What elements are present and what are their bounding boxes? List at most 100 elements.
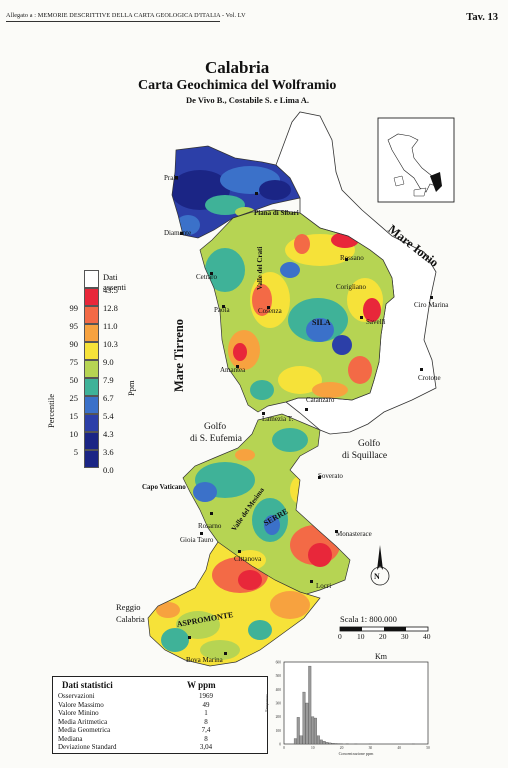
sea-label-tirreno: Mare Tirreno [172,318,186,392]
legend-absent-label: Dati assenti [103,272,127,292]
legend-ppm-value: 12.8 [103,303,118,313]
gulf-label: di Squillace [342,451,388,461]
legend-percentile-value: 99 [69,303,79,313]
place-label: Praia [164,174,179,182]
place-label: Ciro Marina [414,301,449,309]
place-label: Soverato [318,472,343,480]
legend-swatch [84,324,99,342]
histogram-bar [299,735,303,745]
legend-ppm-value: 43.5 [103,285,118,295]
place-label: Cosenza [258,307,282,315]
histogram-bar [302,691,306,745]
place-label: Capo Vaticano [142,483,186,491]
legend-ppm-value: 3.6 [103,447,114,457]
header-rule [6,21,220,22]
legend-swatch [84,360,99,378]
histogram-y-tick: 600 [276,661,282,665]
place-label: Crotone [418,374,441,382]
north-letter: N [374,572,380,581]
stats-value: 3,04 [199,743,213,751]
histogram-bar [316,735,320,745]
scale-label: Scala 1: 800.000 [340,614,397,624]
stats-value: 8 [204,734,208,743]
stats-key: Deviazione Standard [58,743,117,751]
stats-title: Dati statistici [62,680,113,690]
plate-number: Tav. 13 [466,12,498,23]
header-series: Allegato a : MEMORIE DESCRITTIVE DELLA C… [6,12,246,19]
place-label: Lamezia T. [262,415,294,423]
legend-swatch [84,342,99,360]
legend-ppm-value: 10.3 [103,339,118,349]
histogram: 0 100 200 300 400 500 600 0 10 20 30 40 50 Concentraz… [264,661,430,757]
histogram-bar [328,742,332,745]
gulf-label: Golfo [204,422,227,432]
aspromonte-block-border [147,541,321,667]
histogram-bar [308,665,312,745]
legend-ppm-value: 11.0 [103,321,118,331]
histogram-bar [293,738,297,745]
histogram-bar [311,716,315,745]
place-label: Rossano [340,254,364,262]
place-label: Gioia Tauro [180,536,214,544]
histogram-bar [319,739,323,745]
scale-tick: 20 [379,632,387,641]
stats-key: Osservazioni [58,692,95,700]
gulf-label: Golfo [358,439,381,449]
histogram-x-label: Concentrazione ppm [339,751,375,756]
legend-percentile-value: 5 [73,447,78,457]
place-label: Amantea [220,366,246,374]
histogram-bar [331,743,335,745]
histogram-bar [325,742,329,745]
place-label: Corigliano [336,283,366,291]
stats-value: 8 [204,717,208,726]
town-markers [175,176,433,655]
stats-column-header: W ppm [187,680,216,690]
histogram-bar [314,717,317,745]
legend-ppm-value: 0.0 [103,465,114,475]
stats-table: Dati statistici W ppm Osservazioni 1969 Va… [52,676,268,754]
place-label: Piana di Sibari [254,209,299,217]
histogram-x-tick: 0 [283,746,285,750]
histogram-bar [296,717,300,745]
legend-ppm-value: 6.7 [103,393,114,403]
stats-value: 1 [204,709,208,717]
place-label: Calabria [116,614,145,624]
scale-unit: Km [375,652,387,661]
stats-key: Valore Minino [58,709,99,717]
histogram-x-tick: 30 [369,746,373,750]
legend-swatch [84,396,99,414]
histogram-bar [322,741,326,745]
legend-percentile-value: 95 [69,321,79,331]
place-label: SILA [312,318,331,327]
legend-percentile-value: 10 [69,429,79,439]
histogram-bar [334,743,338,745]
histogram-x-tick: 40 [397,746,401,750]
place-label: Bova Marina [186,656,223,664]
histogram-y-tick: 0 [279,743,281,747]
main-block-border [199,209,395,413]
place-label: Cetraro [196,273,217,281]
histogram-x-tick: 10 [311,746,315,750]
histogram-y-tick: 200 [276,715,282,719]
legend-swatch [84,306,99,324]
place-label: Monasterace [336,530,372,538]
legend-ppm-value: 7.9 [103,375,114,385]
stats-key: Valore Massimo [58,700,104,709]
stats-value: 1969 [199,692,213,700]
place-label: Cittanova [234,555,262,563]
north-block-border [171,145,301,239]
legend-percentile-value: 75 [69,357,79,367]
stats-value: 49 [202,700,210,709]
legend-absent-swatch [84,270,99,288]
map-subtitle: Carta Geochimica del Wolframio [138,78,337,93]
italy-inset [377,117,455,203]
histogram-y-label: Frequenza [264,694,269,712]
place-label: Rosarno [198,522,222,530]
gulf-label: di S. Eufemia [190,434,242,444]
scale-bar [339,626,429,632]
legend-percentile-value: 90 [69,339,79,349]
histogram-y-tick: 500 [276,674,282,678]
histogram-y-tick: 300 [276,702,282,706]
scale-tick: 10 [357,632,365,641]
